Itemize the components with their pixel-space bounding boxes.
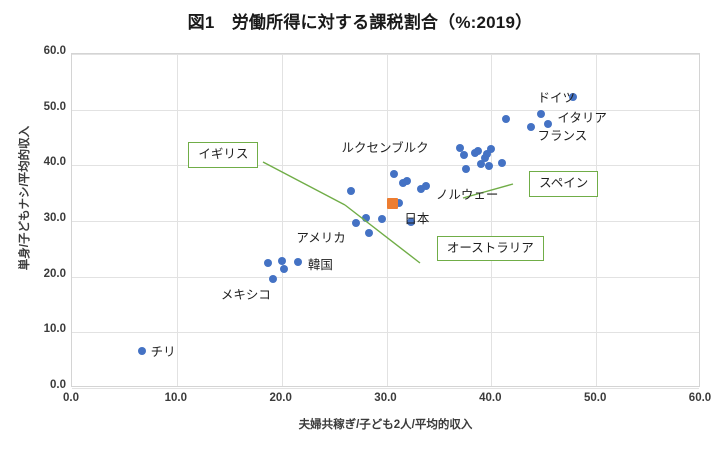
- y-axis-tick-label: 0.0: [50, 379, 66, 391]
- gridline-horizontal: [72, 332, 699, 334]
- data-point[interactable]: [395, 199, 404, 208]
- data-point[interactable]: [279, 265, 288, 274]
- data-point[interactable]: [399, 179, 408, 188]
- x-axis-tick-label: 20.0: [269, 392, 292, 404]
- x-axis-tick-label: 40.0: [479, 392, 502, 404]
- x-axis-tick-label: 60.0: [688, 392, 712, 404]
- gridline-horizontal: [72, 54, 699, 55]
- y-axis-tick-label: 50.0: [43, 100, 66, 113]
- data-point[interactable]: [352, 219, 361, 228]
- x-axis-tick-label: 0.0: [63, 392, 79, 404]
- data-point[interactable]: [378, 215, 387, 224]
- data-point[interactable]: [364, 229, 373, 238]
- gridline-horizontal: [72, 221, 699, 222]
- data-point[interactable]: [294, 258, 303, 267]
- data-point[interactable]: [487, 144, 496, 153]
- data-point-label: ノルウェー: [435, 187, 499, 202]
- gridline-vertical: [176, 54, 178, 386]
- data-point-label: アメリカ: [296, 231, 346, 246]
- data-point[interactable]: [569, 93, 578, 102]
- data-point[interactable]: [527, 123, 536, 132]
- data-point[interactable]: [361, 214, 370, 223]
- x-axis-tick-label: 30.0: [374, 392, 397, 404]
- data-point[interactable]: [455, 144, 464, 153]
- data-point[interactable]: [462, 165, 471, 174]
- data-point[interactable]: [277, 257, 286, 266]
- data-point-label: メキシコ: [220, 288, 271, 303]
- data-point-label: チリ: [150, 345, 176, 360]
- data-point-label: ドイツ: [537, 90, 576, 105]
- data-point-label: イタリア: [557, 111, 607, 126]
- data-point[interactable]: [269, 274, 278, 283]
- gridline-vertical: [281, 54, 283, 386]
- y-axis-tick-label: 40.0: [43, 156, 66, 169]
- data-point[interactable]: [485, 162, 494, 171]
- x-axis-tick-label: 10.0: [164, 392, 188, 404]
- data-point[interactable]: [483, 150, 492, 159]
- data-point[interactable]: [460, 151, 469, 160]
- y-axis-tick-label: 60.0: [43, 45, 66, 57]
- gridline-vertical: [596, 54, 598, 386]
- gridline-horizontal: [72, 276, 699, 278]
- data-point[interactable]: [543, 120, 552, 129]
- gridline-horizontal: [72, 388, 699, 389]
- callout-box[interactable]: オーストラリア: [436, 235, 544, 262]
- data-point[interactable]: [387, 197, 399, 209]
- callout-box[interactable]: イギリス: [188, 142, 259, 168]
- y-axis-tick-label: 20.0: [43, 267, 66, 280]
- data-point[interactable]: [476, 159, 485, 168]
- data-point[interactable]: [502, 114, 510, 123]
- data-point[interactable]: [417, 184, 426, 193]
- data-point[interactable]: [497, 158, 506, 167]
- data-point[interactable]: [264, 259, 273, 268]
- data-point-label: 日本: [404, 212, 430, 227]
- y-axis-tick-label: 10.0: [43, 323, 66, 336]
- data-point[interactable]: [138, 346, 147, 355]
- data-point[interactable]: [346, 187, 355, 196]
- gridline-vertical: [386, 54, 388, 386]
- data-point-label: フランス: [537, 128, 588, 143]
- plot-area: [71, 53, 700, 389]
- data-point[interactable]: [473, 147, 482, 156]
- data-point-label: ルクセンブルク: [341, 140, 429, 155]
- chart-title: 図1 労働所得に対する課税割合（%:2019）: [187, 13, 533, 32]
- data-point-label: 韓国: [307, 257, 333, 272]
- callout-box[interactable]: スペイン: [529, 171, 599, 197]
- data-point[interactable]: [422, 182, 431, 191]
- gridline-horizontal: [72, 165, 699, 167]
- y-axis-tick-label: 30.0: [43, 212, 66, 224]
- x-axis-tick-label: 50.0: [583, 392, 607, 404]
- gridline-vertical: [491, 54, 493, 386]
- gridline-horizontal: [72, 109, 699, 111]
- data-point[interactable]: [403, 176, 412, 185]
- data-point[interactable]: [536, 110, 545, 119]
- y-axis-title: 単身/子どもナシ/平均的収入: [19, 125, 31, 271]
- data-point[interactable]: [389, 170, 398, 179]
- x-axis-title: 夫婦共稼ぎ/子ども2人/平均的収入: [298, 419, 473, 431]
